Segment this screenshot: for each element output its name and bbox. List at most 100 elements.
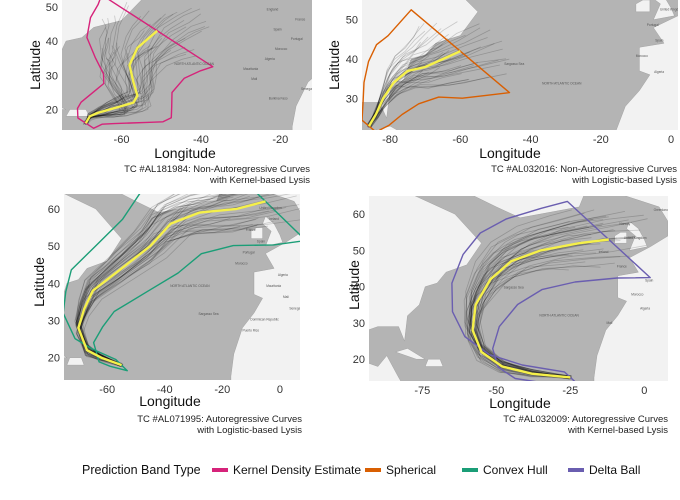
panel-2-ylabel: Latitude: [326, 40, 342, 90]
y-tick-label: 30: [346, 94, 358, 106]
panel-2-caption-line1: TC #AL032016: Non-Autoregressive Curves: [491, 164, 677, 175]
x-tick-label: 0: [641, 385, 647, 397]
map-label: Spain: [645, 278, 653, 282]
ensemble-track: [367, 36, 429, 125]
ensemble-track: [86, 58, 126, 125]
ensemble-track: [474, 262, 615, 377]
ensemble-track: [83, 13, 202, 122]
land-mass: [653, 0, 675, 20]
ensemble-track: [76, 194, 196, 366]
x-tick-label: 0: [277, 384, 283, 396]
map-label: Algeria: [265, 57, 275, 61]
true-track: [471, 238, 609, 379]
legend-swatch: [365, 468, 381, 472]
ensemble-track: [85, 23, 151, 125]
land-mass: [424, 359, 444, 367]
ensemble-track: [479, 218, 648, 377]
x-tick-label: -40: [523, 134, 539, 146]
ensemble-track: [366, 62, 478, 127]
ensemble-track: [475, 222, 632, 379]
map-label: France: [617, 264, 627, 268]
land-mass: [230, 194, 300, 380]
ensemble-track: [370, 73, 507, 129]
panel-1-caption-line2: with Kernel-based Lysis: [209, 175, 310, 186]
map-label: NORTH ATLANTIC OCEAN: [175, 62, 215, 66]
ensemble-track: [75, 217, 231, 367]
legend-swatch: [568, 468, 584, 472]
land-mass: [250, 227, 263, 239]
ensemble-track: [470, 215, 607, 377]
map-label: United Kingdom: [624, 236, 647, 240]
ensemble-track: [85, 10, 150, 125]
panel-2-xlabel: Longitude: [479, 145, 541, 161]
axis-ticks: -60 -40 -20 50 40 30 20: [46, 2, 289, 146]
map-label: Spain: [274, 27, 282, 31]
ensemble-track: [468, 209, 595, 377]
ensemble-track: [464, 254, 573, 378]
map-label: Mauritania: [266, 284, 281, 288]
ensemble-track: [86, 55, 197, 123]
prediction-band: [64, 194, 300, 372]
axis-ticks: -60 -40 -20 0 60 50 40 30 20: [48, 204, 283, 396]
ensemble-track: [465, 209, 572, 378]
y-tick-label: 20: [46, 105, 58, 117]
panel-1: England France Spain Portugal Morocco Algeria…: [27, 0, 313, 186]
prediction-band: [362, 9, 511, 130]
map-label: United Kingdom: [660, 7, 680, 11]
map-label: Spain: [655, 39, 663, 43]
x-tick-label: -75: [414, 385, 430, 397]
ensemble-track: [78, 221, 274, 368]
map-label: Greenland: [654, 208, 669, 212]
panel-1-ylabel: Latitude: [27, 40, 43, 90]
legend-items: Kernel Density Estimate Spherical Convex H…: [212, 463, 640, 477]
land-mass: [473, 196, 584, 219]
y-tick-label: 40: [46, 36, 58, 48]
ensemble-track: [366, 26, 420, 126]
ensemble-track: [85, 11, 178, 123]
map-label: Burkina Faso: [269, 97, 288, 101]
map-label: Algeria: [278, 273, 288, 277]
ensemble-track: [86, 38, 126, 123]
map-label: Norway: [619, 222, 630, 226]
ensemble-track: [468, 225, 588, 376]
ensemble-track: [76, 224, 259, 364]
land-mass: [626, 221, 648, 251]
ensemble-track: [469, 222, 604, 379]
ensemble-track: [369, 41, 421, 126]
legend-swatch: [462, 468, 478, 472]
ensemble-track: [85, 15, 128, 124]
land-mass: [616, 0, 678, 130]
map-label: Algeria: [654, 70, 664, 74]
map-label: Sargasso Sea: [199, 312, 219, 316]
map-label: Dominican Republic: [250, 318, 279, 322]
ensemble-track: [79, 210, 269, 364]
ensemble-track: [83, 45, 151, 123]
x-tick-label: -20: [272, 134, 288, 146]
x-tick-label: -20: [593, 134, 609, 146]
map-label: Algeria: [640, 307, 650, 311]
ensemble-track: [367, 65, 474, 128]
ensemble-track: [85, 51, 126, 124]
y-tick-label: 40: [346, 54, 358, 66]
ensemble-track: [368, 22, 438, 125]
ensemble-track: [470, 218, 594, 380]
land-mass: [369, 196, 482, 381]
x-tick-label: -40: [157, 384, 173, 396]
map-label: Senegal: [301, 87, 313, 91]
true-track: [84, 29, 158, 124]
panel-1-xlabel: Longitude: [154, 145, 216, 161]
land-mass: [635, 0, 651, 12]
ensemble-track: [78, 210, 276, 368]
panel-2-caption-line2: with Logistic-based Lysis: [571, 175, 677, 186]
ensemble-track: [369, 64, 500, 127]
ensemble-track: [368, 79, 469, 128]
map-label: NORTH ATLANTIC OCEAN: [170, 284, 210, 288]
ensemble-track: [83, 53, 187, 123]
map-label: Sargasso Sea: [504, 62, 524, 66]
ensemble-track: [470, 252, 597, 379]
ensemble-track: [75, 199, 228, 364]
panel-1-caption-line1: TC #AL181984: Non-Autoregressive Curves: [124, 164, 310, 175]
ensemble-track: [369, 38, 449, 126]
map-label: Mali: [607, 321, 613, 325]
ensemble-track: [83, 50, 172, 125]
